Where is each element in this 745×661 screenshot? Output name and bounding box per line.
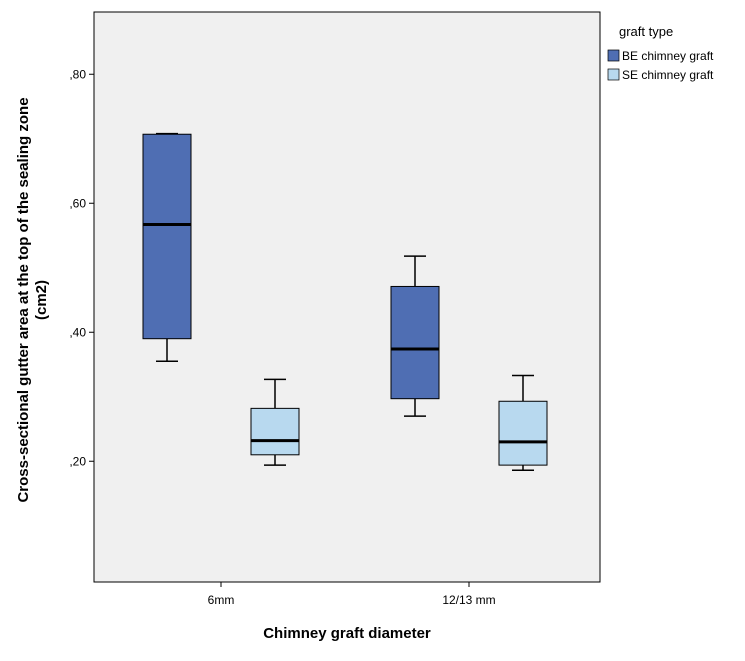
legend-swatch-se <box>607 68 620 81</box>
legend-title: graft type <box>619 24 673 39</box>
legend-swatch-be <box>607 49 620 62</box>
y-axis-title-line2: (cm2) <box>33 280 50 320</box>
y-tick-label: ,60 <box>69 196 86 210</box>
y-tick-label: ,20 <box>69 454 86 468</box>
iqr-box <box>390 285 440 400</box>
box-0-0 <box>142 132 192 363</box>
iqr-box <box>498 400 548 466</box>
box-1-1 <box>498 374 548 472</box>
iqr-box <box>250 407 300 456</box>
y-tick-label: ,40 <box>69 325 86 339</box>
x-tick-label: 12/13 mm <box>442 593 495 607</box>
y-axis-title-line1: Cross-sectional gutter area at the top o… <box>15 97 32 502</box>
legend-label-be: BE chimney graft <box>622 49 714 63</box>
x-axis: 6mm 12/13 mm <box>208 582 496 607</box>
legend-label-se: SE chimney graft <box>622 68 714 82</box>
y-axis: ,20 ,40 ,60 ,80 <box>69 67 94 468</box>
x-axis-title: Chimney graft diameter <box>263 625 431 642</box>
x-tick-label: 6mm <box>208 593 235 607</box>
box-0-1 <box>390 255 440 417</box>
legend: graft type BE chimney graft SE chimney g… <box>607 24 714 82</box>
iqr-box <box>142 133 192 340</box>
y-tick-label: ,80 <box>69 67 86 81</box>
box-1-0 <box>250 378 300 466</box>
boxes-group <box>142 132 548 472</box>
